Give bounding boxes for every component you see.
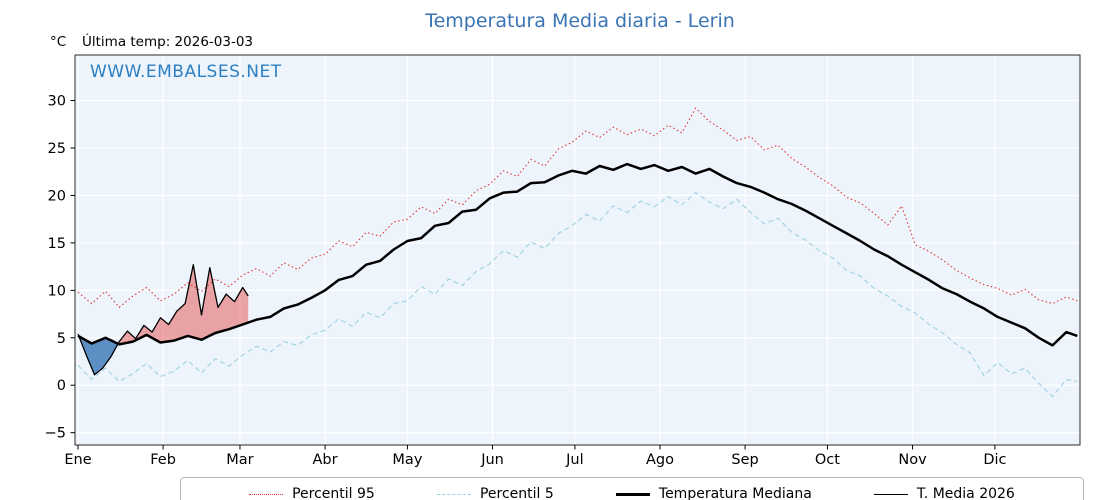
legend-label-mediana: Temperatura Mediana — [658, 486, 812, 500]
x-tick-label: Nov — [898, 452, 927, 468]
axis-tick-labels: Ene Feb Mar Abr May Jun Jul Ago Sep Oct Nov Dic −5 0 5… — [45, 94, 1007, 468]
x-tick-label: Ago — [646, 452, 674, 468]
legend-line-sample-tmedia2026-icon — [873, 493, 908, 495]
y-tick-label: 10 — [48, 283, 66, 299]
percentil-5-line — [77, 192, 1078, 398]
y-tick-label: 0 — [57, 378, 66, 394]
legend-line-sample-percentil95-icon — [249, 493, 284, 495]
legend-item-mediana: Temperatura Mediana — [615, 486, 812, 500]
x-tick-label: May — [392, 452, 422, 468]
x-tick-label: Abr — [313, 452, 338, 468]
legend-label-percentil5: Percentil 5 — [479, 486, 554, 500]
x-tick-label: Mar — [226, 452, 253, 468]
y-tick-label: 5 — [57, 331, 66, 347]
x-tick-label: Jun — [480, 452, 504, 468]
x-tick-label: Jul — [565, 452, 584, 468]
t-media-2026-line — [77, 264, 249, 376]
legend-item-percentil95: Percentil 95 — [249, 486, 375, 500]
gridlines — [75, 55, 1080, 445]
x-tick-label: Oct — [815, 452, 840, 468]
legend-label-percentil95: Percentil 95 — [292, 486, 375, 500]
watermark-text: WWW.EMBALSES.NET — [90, 62, 282, 82]
last-temp-annotation: Última temp: 2026-03-03 — [82, 34, 254, 50]
axis-ticks — [70, 100, 996, 450]
chart-title: Temperatura Media diaria - Lerin — [425, 10, 735, 32]
fill-below-median — [79, 336, 118, 375]
x-tick-label: Dic — [983, 452, 1006, 468]
percentil-95-line — [77, 107, 1078, 308]
legend-item-tmedia2026: T. Media 2026 — [873, 486, 1015, 500]
plot-border — [74, 54, 1081, 446]
legend-line-sample-mediana-icon — [615, 492, 650, 496]
fill-above-median — [118, 264, 249, 345]
plot-background — [75, 55, 1080, 445]
legend-line-sample-percentil5-icon — [436, 493, 471, 495]
legend: Percentil 95 Percentil 5 Temperatura Med… — [180, 477, 1084, 500]
legend-item-percentil5: Percentil 5 — [436, 486, 554, 500]
y-tick-label: 15 — [48, 236, 66, 252]
y-tick-label: 25 — [48, 141, 66, 157]
y-tick-label: −5 — [45, 426, 66, 442]
legend-label-tmedia2026: T. Media 2026 — [916, 486, 1015, 500]
y-axis-unit-label: °C — [50, 34, 67, 50]
y-tick-label: 20 — [48, 188, 66, 204]
x-tick-label: Sep — [731, 452, 758, 468]
x-tick-label: Feb — [150, 452, 176, 468]
temperatura-mediana-line — [77, 162, 1078, 347]
y-tick-label: 30 — [48, 94, 66, 110]
x-tick-label: Ene — [64, 452, 91, 468]
